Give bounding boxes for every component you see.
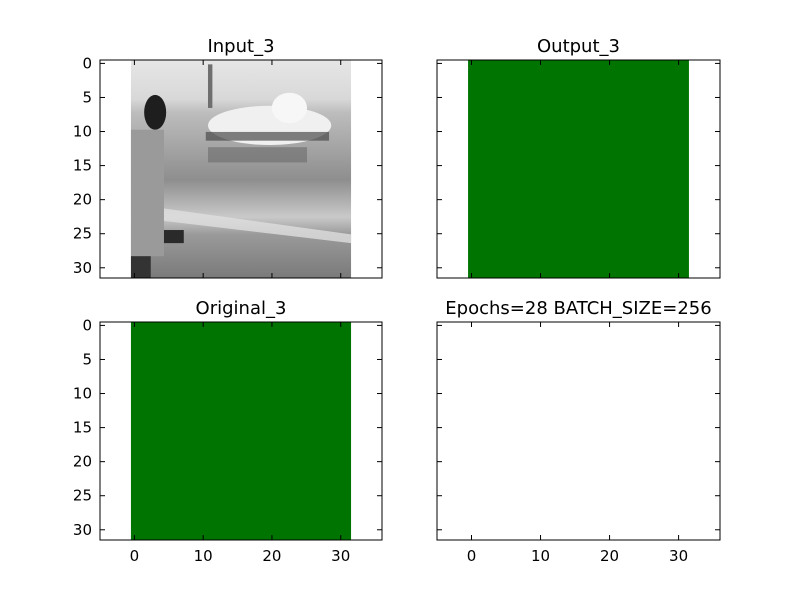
x-tick-label: 20 [600,547,619,565]
subplot-title-output: Output_3 [537,36,620,57]
person-body [130,129,164,257]
image-1 [468,60,689,278]
subplot-input: Input_3 0 5 10 15 20 25 30 [73,36,383,279]
y-tick-label: 20 [73,453,92,471]
axes-frame [99,59,383,279]
y-tick-label: 10 [73,385,92,403]
x-tick-label: 10 [194,547,213,565]
y-tick-label: 25 [73,487,92,505]
y-tick-label: 30 [73,521,92,539]
y-tick-label: 5 [82,350,92,368]
y-tick-label: 25 [73,225,92,243]
y-tick-label: 10 [73,123,92,141]
axes-frame [436,321,721,541]
y-tick-label: 15 [73,419,92,437]
airplane-top [271,92,308,124]
image-0 [130,60,352,278]
y-tick-label: 5 [82,88,92,106]
person-hand [163,230,184,244]
subplot-empty: Epochs=28 BATCH_SIZE=256 0 10 20 30 [436,298,721,565]
image-2 [130,322,352,540]
subplot-title-original: Original_3 [196,298,287,319]
axes-frame [99,321,383,541]
airplane-gear [207,147,308,163]
x-tick-label: 30 [331,547,350,565]
subplot-title-training-info: Epochs=28 BATCH_SIZE=256 [445,298,711,319]
x-tick-label: 0 [467,547,477,565]
axes-frame [436,59,721,279]
pole [207,64,213,108]
x-tick-label: 0 [130,547,140,565]
subplot-title-input: Input_3 [207,36,274,57]
person-head [144,94,167,130]
runway-streak [130,203,352,244]
subplot-output: Output_3 [436,36,721,279]
y-tick-label: 20 [73,191,92,209]
airplane-shadow [205,131,330,141]
y-tick-label: 15 [73,157,92,175]
person-feet [130,256,151,278]
y-tick-label: 30 [73,259,92,277]
x-tick-label: 10 [531,547,550,565]
x-tick-label: 20 [262,547,281,565]
y-tick-label: 0 [82,316,92,334]
y-tick-label: 0 [82,54,92,72]
subplot-original: Original_3 0 5 10 15 20 25 30 0 10 20 30 [73,298,383,565]
x-tick-label: 30 [669,547,688,565]
